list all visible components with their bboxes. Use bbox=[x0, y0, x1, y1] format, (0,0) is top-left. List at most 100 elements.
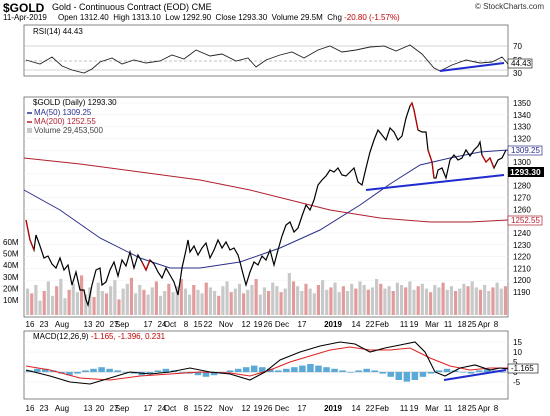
volume-tick-label: 30M bbox=[3, 273, 19, 282]
ma50-value-box bbox=[507, 145, 543, 156]
macd-histogram-bar bbox=[154, 370, 162, 372]
volume-bar bbox=[254, 279, 258, 315]
x-tick-label: 13 bbox=[84, 404, 93, 413]
volume-bar bbox=[370, 287, 375, 315]
ma200-value-label: 1252.55 bbox=[511, 216, 540, 225]
volume-bar bbox=[420, 283, 424, 315]
volume-bar bbox=[146, 294, 150, 315]
price-tick-label: 1210 bbox=[513, 264, 531, 273]
volume-bar bbox=[275, 286, 279, 315]
x-tick-label: 23 bbox=[40, 404, 49, 413]
volume-bar bbox=[42, 291, 46, 315]
volume-bar bbox=[113, 280, 117, 315]
x-tick-label: 18 bbox=[458, 404, 467, 413]
volume-bar bbox=[341, 286, 345, 315]
x-tick-label: Sep bbox=[115, 320, 130, 329]
x-tick-label: 11 bbox=[400, 320, 409, 329]
price-axis: 1350134013301320131013001290128012701260… bbox=[513, 99, 531, 297]
high-value: 1313.10 bbox=[131, 13, 161, 22]
volume-bar bbox=[466, 286, 470, 315]
volume-bar bbox=[158, 295, 163, 315]
volume-bar bbox=[175, 286, 179, 315]
volume-bar bbox=[379, 283, 383, 315]
macd-histogram-bar bbox=[403, 372, 411, 382]
x-tick-label: 17 bbox=[298, 320, 307, 329]
x-tick-label: 16 bbox=[26, 320, 35, 329]
x-tick-label: 8 bbox=[494, 404, 499, 413]
ma50-value-label: 1309.25 bbox=[511, 146, 540, 155]
macd-histogram-bar bbox=[283, 368, 290, 372]
legend-ma50: MA(50) 1309.25 bbox=[34, 108, 92, 117]
x-tick-label: 17 bbox=[298, 404, 307, 413]
volume-bar bbox=[487, 291, 491, 315]
volume-bar bbox=[233, 288, 237, 315]
price-tick-label: 1220 bbox=[513, 253, 531, 262]
volume-bar bbox=[375, 279, 379, 315]
down-segment bbox=[427, 149, 435, 179]
macd-legend: MACD(12,26,9) -1.165, -1.396, 0.231 bbox=[33, 332, 166, 341]
macd-axis: 151050-5 bbox=[513, 338, 522, 387]
volume-bar bbox=[237, 283, 242, 315]
volume-bar bbox=[100, 291, 104, 315]
volume-bar bbox=[316, 285, 321, 315]
x-tick-label: 20 bbox=[96, 320, 105, 329]
macd-histogram-bar bbox=[371, 370, 378, 372]
x-tick-label: Aug bbox=[55, 404, 69, 413]
symbol-label: $GOLD bbox=[3, 1, 45, 15]
macd-histogram-bar bbox=[146, 372, 154, 374]
x-tick-label: 14 bbox=[352, 320, 361, 329]
volume-bar bbox=[142, 289, 146, 315]
macd-value-box bbox=[507, 363, 539, 374]
volume-bar bbox=[499, 288, 503, 315]
volume-bar bbox=[304, 283, 308, 315]
x-tick-label: 25 bbox=[468, 404, 477, 413]
macd-tick-label: 10 bbox=[513, 348, 522, 357]
volume-bar bbox=[50, 295, 55, 315]
x-tick-label: 8 bbox=[184, 320, 189, 329]
volume-bar bbox=[154, 281, 158, 315]
macd-histogram-bar bbox=[427, 372, 435, 374]
volume-bar bbox=[291, 281, 296, 315]
macd-panel: MACD(12,26,9) -1.165, -1.396, 0.231 1510… bbox=[23, 330, 539, 400]
volume-bar bbox=[26, 288, 30, 315]
x-tick-label: Apr bbox=[478, 320, 491, 329]
price-tick-label: 1200 bbox=[513, 276, 531, 285]
macd-histogram-bar bbox=[483, 368, 491, 372]
volume-bar bbox=[242, 293, 246, 315]
volume-bar bbox=[358, 281, 362, 315]
down-segment bbox=[481, 154, 495, 169]
ma200-value-box bbox=[507, 215, 543, 226]
macd-histogram-bar bbox=[226, 370, 234, 372]
volume-bar bbox=[34, 285, 38, 315]
low-label: Low bbox=[165, 13, 180, 22]
volume-bar bbox=[478, 289, 483, 315]
volume-tick-label: 50M bbox=[3, 250, 19, 259]
low-value: 1292.90 bbox=[182, 13, 212, 22]
x-tick-label: 26 bbox=[264, 404, 273, 413]
x-tick-label: Oct bbox=[164, 320, 177, 329]
macd-histogram-bar bbox=[90, 368, 97, 372]
macd-histogram-bar bbox=[475, 370, 483, 372]
x-tick-label: 15 bbox=[194, 404, 203, 413]
price-tick-label: 1270 bbox=[513, 194, 531, 203]
volume-bar bbox=[88, 287, 92, 315]
x-tick-label: 2019 bbox=[324, 404, 342, 413]
volume-bar bbox=[437, 287, 441, 315]
volume-bar bbox=[258, 294, 262, 315]
volume-bar bbox=[262, 287, 266, 315]
macd-histogram-bar bbox=[395, 372, 403, 380]
macd-histogram-bar bbox=[299, 365, 306, 372]
volume-bar bbox=[453, 291, 458, 315]
x-tick-label: Apr bbox=[478, 404, 491, 413]
x-tick-label: 19 bbox=[254, 404, 263, 413]
macd-histogram-bar bbox=[419, 372, 427, 377]
x-tick-label: 17 bbox=[144, 404, 153, 413]
x-tick-label: 22 bbox=[366, 404, 375, 413]
volume-bar bbox=[387, 286, 391, 315]
macd-histogram-bar bbox=[210, 372, 218, 376]
price-support-trendline bbox=[365, 174, 505, 191]
volume-bar bbox=[458, 288, 462, 315]
price-tick-label: 1190 bbox=[513, 288, 531, 297]
macd-histogram-bar bbox=[411, 372, 419, 380]
ma50-line bbox=[23, 149, 509, 269]
